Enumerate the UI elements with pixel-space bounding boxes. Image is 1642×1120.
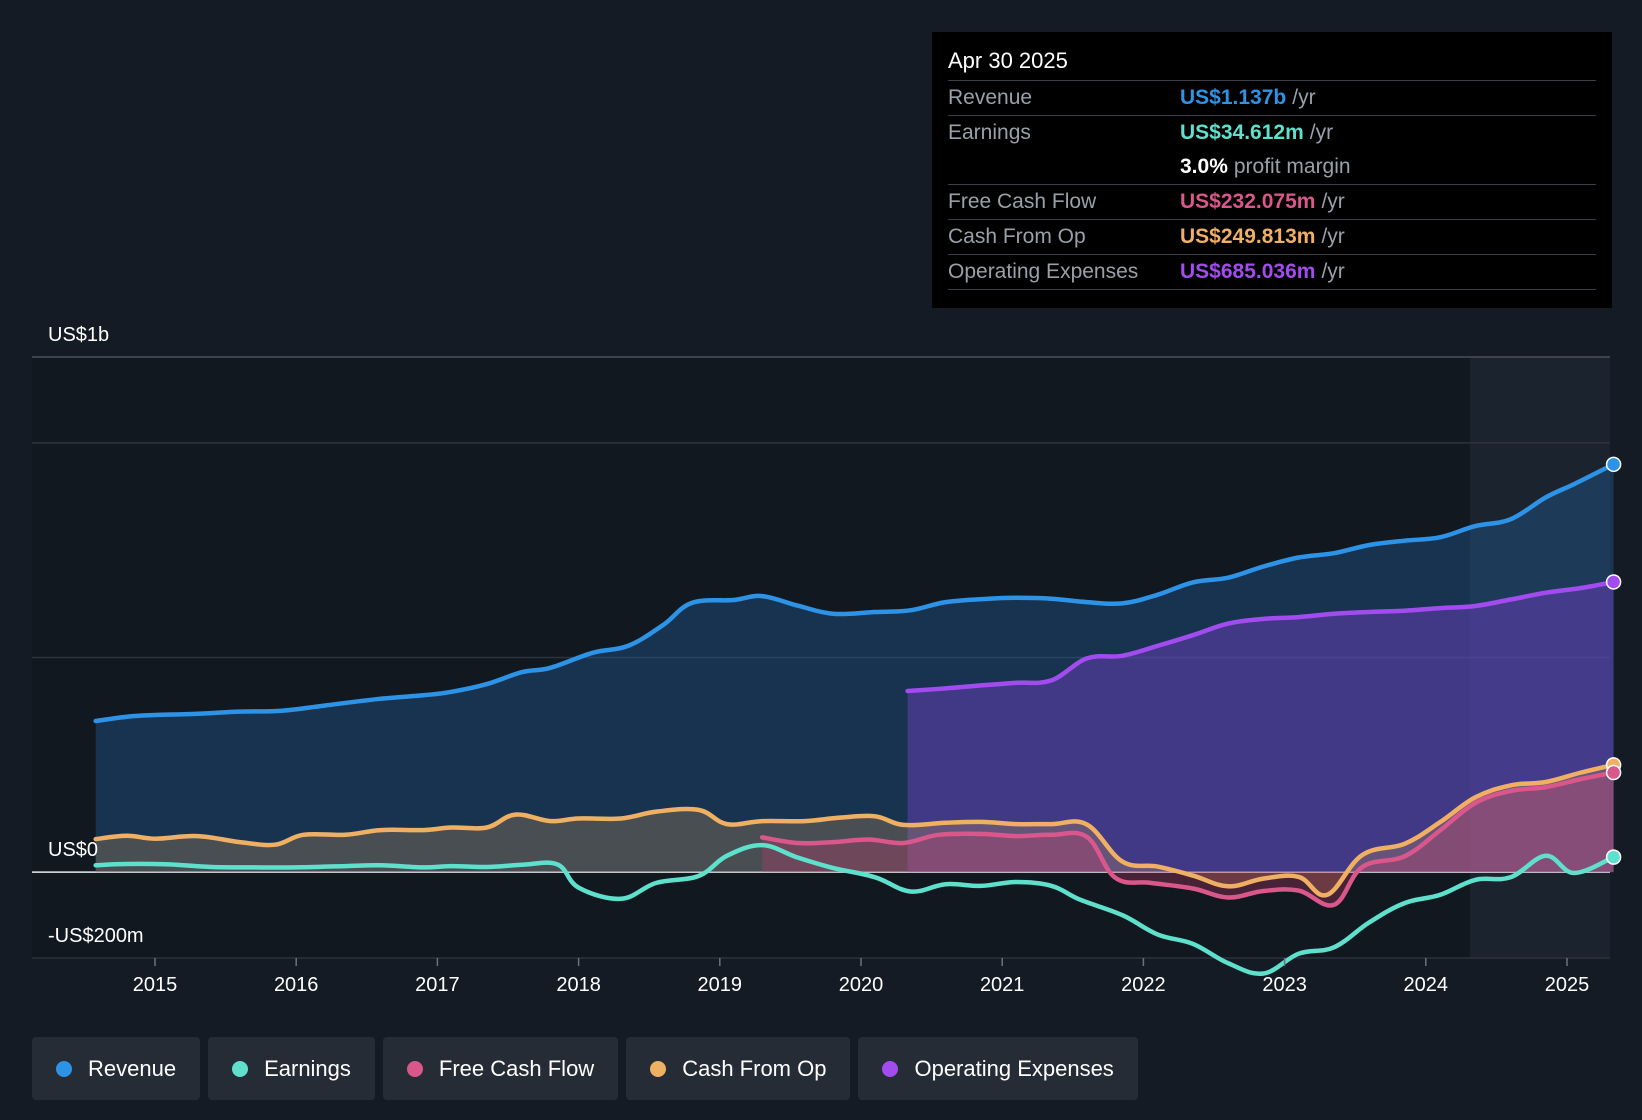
revenue-endpoint xyxy=(1605,456,1622,473)
tooltip-row-operating-expenses: Operating Expenses US$685.036m /yr xyxy=(948,255,1596,290)
tooltip-row-earnings: Earnings US$34.612m /yr xyxy=(948,121,1334,144)
operating-expenses-line xyxy=(905,579,1616,694)
x-tick-label: 2023 xyxy=(1262,974,1307,996)
revenue-area xyxy=(95,464,1614,873)
y-tick-label: US$1b xyxy=(48,324,109,346)
tooltip-row-free-cash-flow: Free Cash Flow US$232.075m /yr xyxy=(948,185,1596,220)
legend-dot-icon xyxy=(56,1060,72,1077)
operating-expenses-area xyxy=(907,581,1614,873)
y-tick-label: -US$200m xyxy=(48,925,144,947)
x-tick-label: 2016 xyxy=(274,974,319,996)
x-tick-label: 2022 xyxy=(1121,974,1166,996)
x-tick-label: 2025 xyxy=(1545,974,1590,996)
y-tick-label: US$0 xyxy=(48,839,98,861)
x-tick-label: 2017 xyxy=(415,974,460,996)
free-cash-flow-endpoint xyxy=(1605,764,1622,781)
earnings-line xyxy=(93,842,1616,977)
legend-item-revenue[interactable]: Revenue xyxy=(32,1037,201,1100)
legend-item-cash-from-op[interactable]: Cash From Op xyxy=(626,1037,851,1100)
tooltip-row-profit-margin: 3.0% profit margin xyxy=(948,150,1596,185)
tooltip-date: Apr 30 2025 xyxy=(948,46,1596,81)
legend-item-operating-expenses[interactable]: Operating Expenses xyxy=(858,1037,1138,1100)
legend-dot-icon xyxy=(232,1060,249,1077)
tooltip-row-cash-from-op: Cash From Op US$249.813m /yr xyxy=(948,220,1596,255)
cash-from-op-area xyxy=(95,764,1614,896)
cash-from-op-line xyxy=(93,762,1616,898)
x-tick-label: 2020 xyxy=(839,974,884,996)
tooltip: Apr 30 2025 Revenue US$1.137b /yr Earnin… xyxy=(932,32,1612,308)
x-tick-label: 2019 xyxy=(698,974,743,996)
x-tick-label: 2018 xyxy=(556,974,601,996)
operating-expenses-endpoint xyxy=(1605,574,1622,590)
free-cash-flow-line xyxy=(759,770,1616,908)
free-cash-flow-area xyxy=(762,772,1614,906)
x-tick-label: 2024 xyxy=(1404,974,1449,996)
x-tick-label: 2021 xyxy=(980,974,1025,996)
legend-dot-icon xyxy=(882,1060,899,1077)
legend-dot-icon xyxy=(406,1060,423,1077)
x-tick-label: 2015 xyxy=(133,974,178,996)
tooltip-row-revenue: Revenue US$1.137b /yr xyxy=(948,81,1596,116)
legend: Revenue Earnings Free Cash Flow Cash Fro… xyxy=(32,1037,1138,1100)
earnings-endpoint xyxy=(1605,849,1622,865)
legend-dot-icon xyxy=(650,1060,667,1077)
revenue-line xyxy=(93,462,1616,724)
legend-item-free-cash-flow[interactable]: Free Cash Flow xyxy=(382,1037,619,1100)
legend-item-earnings[interactable]: Earnings xyxy=(208,1037,375,1100)
